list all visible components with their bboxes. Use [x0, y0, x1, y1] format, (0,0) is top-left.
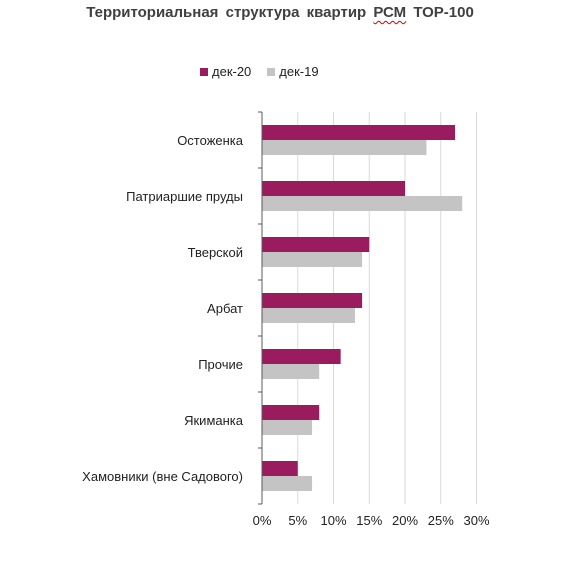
bar-dek20 [262, 349, 341, 364]
x-tick-labels: 0% 5% 10% 15% 20% 25% 30% [253, 513, 490, 528]
bar-dek19 [262, 364, 320, 379]
title-tail: ТОР-100 [406, 4, 474, 21]
x-tick-label: 0% [253, 513, 272, 528]
category-label: Арбат [207, 301, 243, 316]
chart-title: Территориальная структура квартир РСМ ТО… [0, 4, 560, 21]
x-tick-label: 25% [428, 513, 454, 528]
category-label: Хамовники (вне Садового) [82, 469, 243, 484]
bar-dek19 [262, 476, 313, 491]
bars [262, 125, 463, 491]
bar-dek20 [262, 405, 320, 420]
x-tick-label: 10% [320, 513, 346, 528]
x-tick-label: 20% [392, 513, 418, 528]
bar-dek19 [262, 252, 363, 267]
x-tick-label: 15% [356, 513, 382, 528]
category-labels: Остоженка Патриаршие пруды Тверской Арбат Пр… [82, 133, 244, 484]
category-label: Прочие [198, 357, 243, 372]
legend-swatch-dek19 [267, 67, 276, 76]
title-rcm: РСМ [373, 4, 407, 21]
category-label: Патриаршие пруды [126, 189, 243, 204]
legend-swatch-dek20 [200, 67, 208, 76]
x-tick-label: 30% [463, 513, 489, 528]
legend-item-dek20: дек-20 [200, 64, 251, 79]
bar-dek20 [262, 293, 363, 308]
bar-dek20 [262, 181, 405, 196]
category-label: Остоженка [177, 133, 244, 148]
bar-dek20 [262, 125, 456, 140]
legend-item-dek19: дек-19 [267, 64, 319, 79]
chart-legend: дек-20 дек-19 [200, 64, 319, 79]
legend-label-dek19: дек-19 [279, 64, 319, 79]
title-main: Территориальная структура квартир [86, 4, 374, 21]
bar-dek19 [262, 308, 355, 323]
bar-dek20 [262, 237, 370, 252]
bar-dek19 [262, 140, 427, 155]
x-tick-label: 5% [288, 513, 307, 528]
bar-dek19 [262, 196, 463, 211]
bar-dek20 [262, 461, 298, 476]
bar-dek19 [262, 420, 313, 435]
category-axis [258, 111, 263, 505]
grid-lines [297, 112, 477, 504]
category-label: Тверской [188, 245, 243, 260]
category-label: Якиманка [184, 413, 244, 428]
legend-label-dek20: дек-20 [212, 64, 252, 79]
